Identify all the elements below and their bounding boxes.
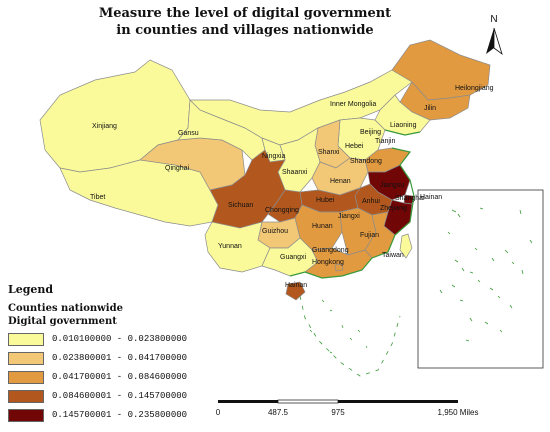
legend-range-label: 0.145700001 - 0.235800000: [52, 410, 188, 420]
province-label: Jilin: [424, 105, 436, 112]
province-label: Guizhou: [262, 228, 288, 235]
inset-frame: [417, 189, 544, 369]
legend-swatch: [8, 408, 44, 422]
province-label: Tianjin: [375, 138, 395, 145]
province-label: Beijing: [360, 129, 381, 136]
province-label: Heilongjiang: [455, 85, 494, 92]
province-hongkong: [334, 263, 344, 272]
province-label: Qinghai: [165, 165, 190, 172]
province-label: Hubei: [316, 197, 335, 204]
province-label: Zhejiang: [380, 205, 407, 212]
legend-subtitle-indicator: Digital government: [8, 316, 117, 327]
province-henan: [311, 157, 369, 196]
province-label: Ningxia: [262, 153, 285, 160]
province-hainan: [285, 281, 306, 301]
province-label: Hainan: [285, 282, 307, 289]
legend-class-1: 0.010100000 - 0.023800000: [8, 331, 218, 347]
map-title-line-2: in counties and villages nationwide: [116, 23, 374, 38]
province-label: Gansu: [178, 130, 199, 137]
province-layer: [39, 39, 491, 301]
south-china-sea-islands: [309, 299, 368, 354]
province-label: Shanghai: [395, 195, 425, 202]
scale-label: 975: [331, 408, 345, 417]
province-label: Jiangsu: [380, 182, 404, 189]
scale-bar-segments: [218, 399, 458, 404]
province-label: Henan: [330, 178, 351, 185]
legend-range-label: 0.041700001 - 0.084600000: [52, 372, 188, 382]
legend-heading: Legend: [8, 283, 54, 296]
legend-subtitle-counties: Counties nationwide: [8, 303, 123, 314]
province-label: Guangdong: [312, 247, 349, 254]
province-label: Jiangxi: [338, 213, 360, 220]
inset-label: Hainan: [420, 194, 442, 201]
legend-class-2: 0.023800001 - 0.041700000: [8, 350, 218, 366]
province-label: Fujian: [360, 232, 379, 239]
province-label: Shaanxi: [282, 169, 308, 176]
province-label: Sichuan: [228, 202, 253, 209]
scale-bar: 0 487.5 975 1,950 Miles: [208, 396, 488, 426]
legend-range-label: 0.023800001 - 0.041700000: [52, 353, 188, 363]
province-label: Shandong: [350, 158, 382, 165]
legend-class-5: 0.145700001 - 0.235800000: [8, 407, 218, 423]
province-label: Hunan: [312, 223, 333, 230]
scale-label: 0: [215, 408, 221, 417]
province-label-layer: Xinjiang Tibet Qinghai Gansu Inner Mongolia H…: [90, 85, 494, 289]
province-label: Guangxi: [280, 254, 307, 261]
map-title: Measure the level of digital government …: [60, 5, 430, 39]
province-label: Tibet: [90, 194, 105, 201]
legend-range-label: 0.010100000 - 0.023800000: [52, 334, 188, 344]
scale-label: 1,950 Miles: [437, 408, 479, 417]
province-label: Anhui: [362, 198, 380, 205]
map-title-line-1: Measure the level of digital government: [98, 6, 392, 21]
province-label: Taiwan: [382, 252, 404, 259]
province-label: Yunnan: [218, 243, 242, 250]
north-arrow-icon: N: [486, 14, 503, 56]
legend-class-list: 0.010100000 - 0.023800000 0.023800001 - 0…: [8, 331, 218, 423]
province-qinghai: [139, 137, 246, 191]
legend-class-3: 0.041700001 - 0.084600000: [8, 369, 218, 385]
legend-swatch: [8, 332, 44, 346]
legend-range-label: 0.084600001 - 0.145700000: [52, 391, 188, 401]
coastline: [289, 129, 421, 279]
province-label: Xinjiang: [92, 123, 117, 130]
province-label: Chongqing: [265, 207, 299, 214]
legend: Legend Counties nationwide Digital gover…: [8, 283, 218, 423]
legend-class-4: 0.084600001 - 0.145700000: [8, 388, 218, 404]
north-letter: N: [490, 14, 497, 25]
province-label: Shanxi: [318, 149, 340, 156]
south-china-sea-line: [299, 295, 401, 377]
scale-label: 487.5: [267, 408, 289, 417]
province-label: Liaoning: [390, 122, 417, 129]
legend-swatch: [8, 351, 44, 365]
province-taiwan: [399, 233, 413, 259]
legend-swatch: [8, 370, 44, 384]
legend-swatch: [8, 389, 44, 403]
province-label: Hebei: [345, 143, 364, 150]
inset-islands: [439, 207, 533, 342]
province-label: Inner Mongolia: [330, 101, 376, 108]
province-label: Hongkong: [312, 259, 344, 266]
